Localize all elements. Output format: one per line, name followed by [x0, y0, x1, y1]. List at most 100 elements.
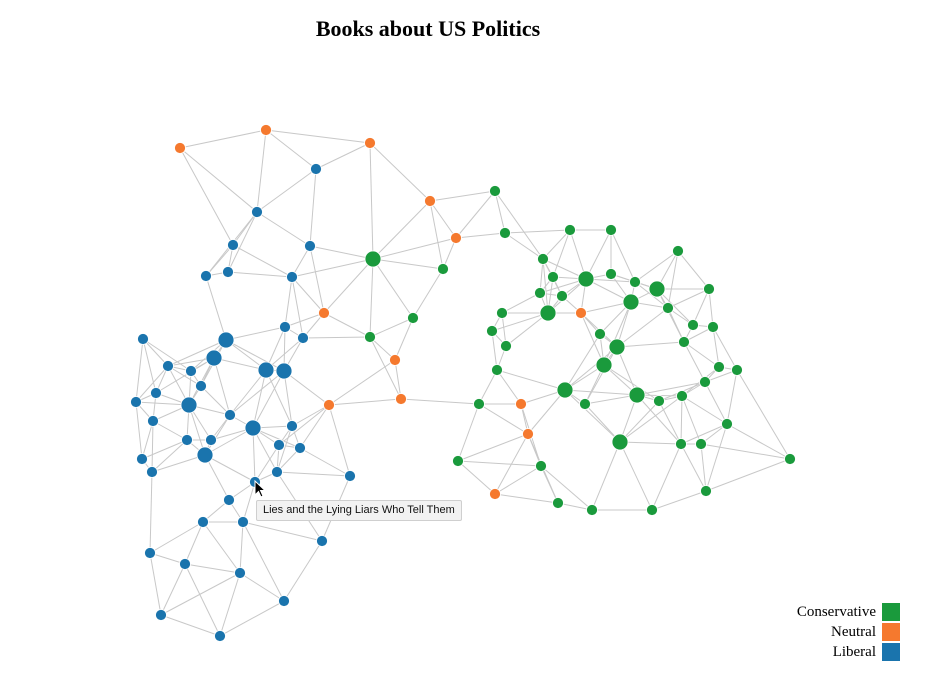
node-conservative[interactable]: [605, 224, 617, 236]
node-conservative[interactable]: [675, 438, 687, 450]
node-liberal[interactable]: [286, 271, 298, 283]
node-liberal[interactable]: [179, 558, 191, 570]
node-neutral[interactable]: [364, 137, 376, 149]
node-conservative[interactable]: [629, 276, 641, 288]
node-neutral[interactable]: [395, 393, 407, 405]
node-conservative[interactable]: [731, 364, 743, 376]
node-liberal[interactable]: [144, 547, 156, 559]
node-conservative[interactable]: [707, 321, 719, 333]
node-liberal[interactable]: [234, 567, 246, 579]
node-liberal[interactable]: [275, 362, 293, 380]
node-conservative[interactable]: [556, 381, 574, 399]
node-conservative[interactable]: [595, 356, 613, 374]
node-liberal[interactable]: [344, 470, 356, 482]
node-conservative[interactable]: [662, 302, 674, 314]
node-conservative[interactable]: [648, 280, 666, 298]
node-conservative[interactable]: [700, 485, 712, 497]
node-conservative[interactable]: [535, 460, 547, 472]
node-liberal[interactable]: [310, 163, 322, 175]
node-liberal[interactable]: [227, 239, 239, 251]
node-conservative[interactable]: [605, 268, 617, 280]
node-liberal[interactable]: [150, 387, 162, 399]
node-liberal[interactable]: [223, 494, 235, 506]
node-conservative[interactable]: [500, 340, 512, 352]
node-conservative[interactable]: [678, 336, 690, 348]
node-neutral[interactable]: [522, 428, 534, 440]
node-liberal[interactable]: [155, 609, 167, 621]
node-conservative[interactable]: [407, 312, 419, 324]
node-conservative[interactable]: [364, 331, 376, 343]
node-liberal[interactable]: [297, 332, 309, 344]
node-conservative[interactable]: [695, 438, 707, 450]
node-conservative[interactable]: [486, 325, 498, 337]
node-conservative[interactable]: [496, 307, 508, 319]
node-conservative[interactable]: [628, 386, 646, 404]
node-liberal[interactable]: [273, 439, 285, 451]
node-conservative[interactable]: [703, 283, 715, 295]
node-conservative[interactable]: [491, 364, 503, 376]
node-liberal[interactable]: [278, 595, 290, 607]
node-neutral[interactable]: [318, 307, 330, 319]
node-liberal[interactable]: [137, 333, 149, 345]
node-conservative[interactable]: [784, 453, 796, 465]
node-liberal[interactable]: [180, 396, 198, 414]
node-conservative[interactable]: [564, 224, 576, 236]
node-conservative[interactable]: [653, 395, 665, 407]
node-neutral[interactable]: [389, 354, 401, 366]
node-conservative[interactable]: [547, 271, 559, 283]
node-conservative[interactable]: [364, 250, 382, 268]
node-liberal[interactable]: [286, 420, 298, 432]
node-liberal[interactable]: [181, 434, 193, 446]
node-conservative[interactable]: [534, 287, 546, 299]
node-liberal[interactable]: [244, 419, 262, 437]
node-neutral[interactable]: [489, 488, 501, 500]
node-liberal[interactable]: [200, 270, 212, 282]
node-liberal[interactable]: [279, 321, 291, 333]
node-liberal[interactable]: [294, 442, 306, 454]
node-liberal[interactable]: [217, 331, 235, 349]
node-conservative[interactable]: [699, 376, 711, 388]
node-liberal[interactable]: [162, 360, 174, 372]
node-liberal[interactable]: [146, 466, 158, 478]
node-conservative[interactable]: [577, 270, 595, 288]
node-liberal[interactable]: [197, 516, 209, 528]
node-liberal[interactable]: [222, 266, 234, 278]
node-conservative[interactable]: [539, 304, 557, 322]
node-conservative[interactable]: [537, 253, 549, 265]
node-liberal[interactable]: [214, 630, 226, 642]
node-neutral[interactable]: [575, 307, 587, 319]
node-liberal[interactable]: [185, 365, 197, 377]
node-conservative[interactable]: [499, 227, 511, 239]
node-conservative[interactable]: [489, 185, 501, 197]
node-liberal[interactable]: [196, 446, 214, 464]
node-conservative[interactable]: [437, 263, 449, 275]
node-liberal[interactable]: [304, 240, 316, 252]
node-conservative[interactable]: [611, 433, 629, 451]
node-conservative[interactable]: [608, 338, 626, 356]
node-neutral[interactable]: [424, 195, 436, 207]
node-liberal[interactable]: [257, 361, 275, 379]
node-liberal[interactable]: [205, 434, 217, 446]
node-conservative[interactable]: [687, 319, 699, 331]
node-conservative[interactable]: [721, 418, 733, 430]
node-liberal[interactable]: [251, 206, 263, 218]
node-liberal[interactable]: [205, 349, 223, 367]
node-neutral[interactable]: [323, 399, 335, 411]
node-liberal[interactable]: [316, 535, 328, 547]
node-conservative[interactable]: [676, 390, 688, 402]
node-conservative[interactable]: [622, 293, 640, 311]
node-neutral[interactable]: [450, 232, 462, 244]
node-liberal[interactable]: [147, 415, 159, 427]
node-conservative[interactable]: [646, 504, 658, 516]
node-conservative[interactable]: [556, 290, 568, 302]
node-liberal[interactable]: [237, 516, 249, 528]
node-neutral[interactable]: [260, 124, 272, 136]
node-conservative[interactable]: [713, 361, 725, 373]
node-liberal[interactable]: [130, 396, 142, 408]
node-conservative[interactable]: [586, 504, 598, 516]
node-liberal[interactable]: [195, 380, 207, 392]
node-conservative[interactable]: [579, 398, 591, 410]
node-neutral[interactable]: [174, 142, 186, 154]
node-conservative[interactable]: [473, 398, 485, 410]
